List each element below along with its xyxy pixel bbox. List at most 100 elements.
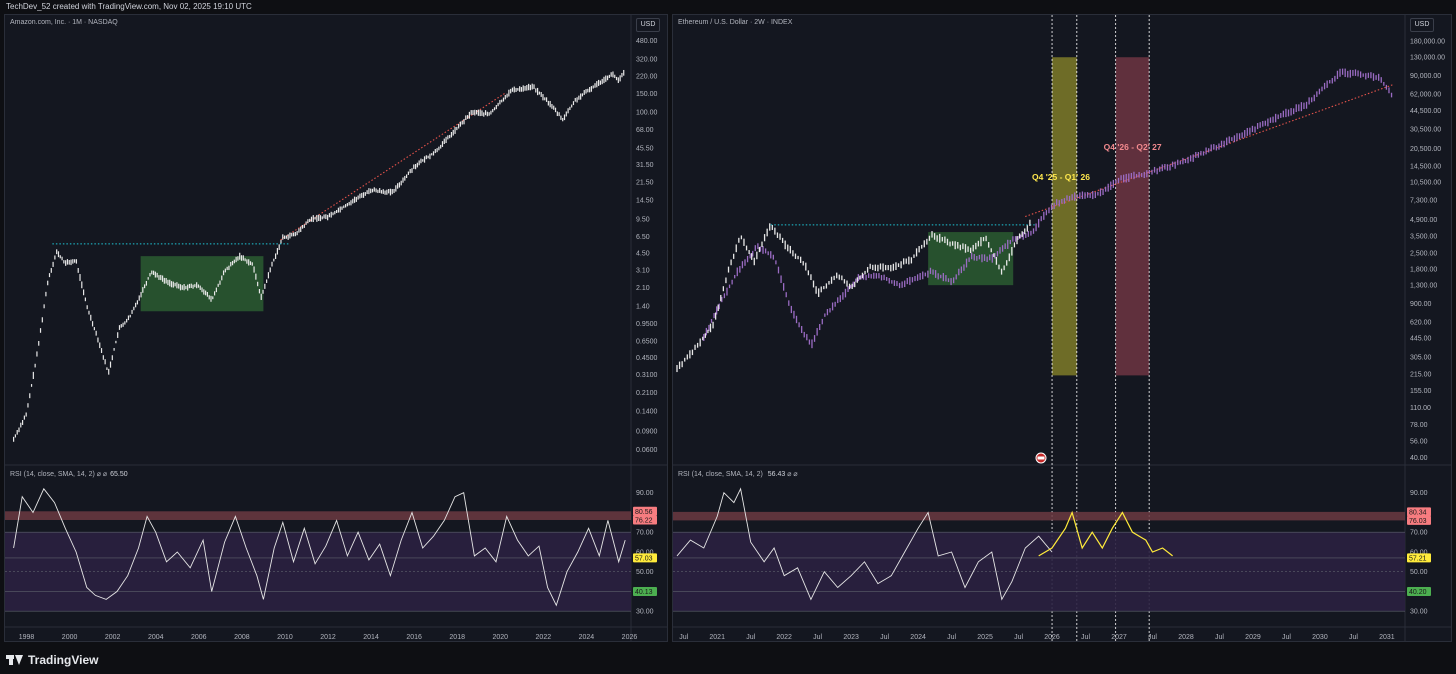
time-tick-label: Jul bbox=[1081, 634, 1090, 641]
ethereum-rsi-value: 56.43 bbox=[767, 471, 786, 478]
ethereum-chart-canvas[interactable]: 180,000.00 130,000.00 90,000.00 62,000.00 44… bbox=[673, 15, 1452, 642]
rsi-value-badge-text: 40.13 bbox=[635, 589, 653, 596]
rsi-tick-label: 30.00 bbox=[1410, 609, 1428, 616]
time-tick-label: 2024 bbox=[579, 634, 595, 641]
time-tick-label: Jul bbox=[1282, 634, 1291, 641]
chart-credit: TechDev_52 created with TradingView.com,… bbox=[6, 2, 252, 11]
rsi-tick-label: 50.00 bbox=[636, 569, 654, 576]
time-zone-box bbox=[1115, 57, 1150, 376]
zone-label: Q4 '25 - Q1' 26 bbox=[1032, 172, 1090, 182]
price-tick-label: 4,900.00 bbox=[1410, 217, 1437, 224]
rsi-tick-label: 60.00 bbox=[1410, 549, 1428, 556]
time-tick-label: 2023 bbox=[843, 634, 859, 641]
log-trendline bbox=[280, 93, 505, 241]
time-tick-label: Jul bbox=[947, 634, 956, 641]
ethereum-chart-panel[interactable]: 180,000.00 130,000.00 90,000.00 62,000.00 44… bbox=[672, 14, 1452, 642]
price-tick-label: 110.00 bbox=[1410, 405, 1431, 412]
rsi-value-badge-text: 76.03 bbox=[1409, 518, 1427, 525]
ethereum-chart-title: Ethereum / U.S. Dollar · 2W · INDEX bbox=[678, 19, 793, 26]
price-tick-label: 0.0900 bbox=[636, 428, 658, 435]
time-tick-label: Jul bbox=[1014, 634, 1023, 641]
price-tick-label: 150.00 bbox=[636, 91, 658, 98]
rsi-value-badge bbox=[633, 506, 657, 516]
rsi-value-badge bbox=[1407, 515, 1431, 525]
rsi-value-badge bbox=[633, 553, 657, 563]
price-tick-label: 20,500.00 bbox=[1410, 146, 1441, 153]
price-tick-label: 0.0600 bbox=[636, 447, 658, 454]
time-zone-box bbox=[1052, 57, 1077, 376]
price-tick-label: 900.00 bbox=[1410, 301, 1432, 308]
price-tick-label: 130,000.00 bbox=[1410, 55, 1445, 62]
price-tick-label: 4.50 bbox=[636, 251, 650, 258]
rsi-overbought-band bbox=[673, 511, 1405, 521]
rsi-tick-label: 60.00 bbox=[636, 549, 654, 556]
amazon-currency-button[interactable]: USD bbox=[636, 18, 660, 32]
tradingview-brand-label: TradingView bbox=[28, 653, 99, 667]
rsi-tick-label: 90.00 bbox=[1410, 490, 1428, 497]
amazon-chart-panel[interactable]: 480.00 320.00 220.00 150.00 100.00 68.00 45.50… bbox=[4, 14, 668, 642]
time-tick-label: 2008 bbox=[234, 634, 250, 641]
rsi-tick-label: 30.00 bbox=[636, 609, 654, 616]
time-tick-label: 2026 bbox=[1044, 634, 1060, 641]
price-tick-label: 30,500.00 bbox=[1410, 126, 1441, 133]
ethereum-currency-button[interactable]: USD bbox=[1410, 18, 1434, 32]
price-tick-label: 220.00 bbox=[636, 74, 658, 81]
tradingview-brand[interactable]: TradingView bbox=[6, 651, 98, 669]
time-tick-label: Jul bbox=[813, 634, 822, 641]
rsi-line bbox=[13, 487, 626, 607]
amazon-chart-title: Amazon.com, Inc. · 1M · NASDAQ bbox=[10, 19, 118, 26]
amazon-chart-canvas[interactable]: 480.00 320.00 220.00 150.00 100.00 68.00 45.50… bbox=[5, 15, 668, 642]
time-tick-label: 2016 bbox=[406, 634, 422, 641]
time-tick-label: 2027 bbox=[1111, 634, 1127, 641]
price-tick-label: 100.00 bbox=[636, 109, 658, 116]
time-tick-label: 2002 bbox=[105, 634, 121, 641]
price-tick-label: 56.00 bbox=[1410, 438, 1428, 445]
ethereum-rsi-legend: RSI (14, close, SMA, 14, 2) 56.43 ⌀ ⌀ bbox=[678, 471, 798, 478]
time-tick-label: 2031 bbox=[1379, 634, 1395, 641]
price-tick-label: 180,000.00 bbox=[1410, 39, 1445, 46]
rsi-value-badge-text: 80.56 bbox=[635, 509, 653, 516]
price-tick-label: 68.00 bbox=[636, 127, 654, 134]
price-tick-label: 40.00 bbox=[1410, 455, 1428, 462]
price-tick-label: 0.3100 bbox=[636, 372, 658, 379]
price-tick-label: 620.00 bbox=[1410, 319, 1432, 326]
price-tick-label: 21.50 bbox=[636, 179, 654, 186]
price-tick-label: 62,000.00 bbox=[1410, 91, 1441, 98]
tradingview-logo-icon bbox=[6, 655, 23, 665]
price-tick-label: 0.6500 bbox=[636, 339, 658, 346]
price-tick-label: 0.2100 bbox=[636, 390, 658, 397]
time-tick-label: 2020 bbox=[492, 634, 508, 641]
time-tick-label: 2012 bbox=[320, 634, 336, 641]
price-tick-label: 320.00 bbox=[636, 57, 658, 64]
amazon-rsi-legend: RSI (14, close, SMA, 14, 2) ⌀ ⌀ 65.50 bbox=[10, 471, 128, 478]
price-tick-label: 10,500.00 bbox=[1410, 179, 1441, 186]
time-tick-label: 2025 bbox=[977, 634, 993, 641]
rsi-value-badge-text: 80.34 bbox=[1409, 509, 1427, 516]
price-tick-label: 3.10 bbox=[636, 267, 650, 274]
rsi-tick-label: 70.00 bbox=[636, 530, 654, 537]
time-tick-label: 2004 bbox=[148, 634, 164, 641]
accumulation-range-box bbox=[140, 256, 264, 312]
price-tick-label: 44,500.00 bbox=[1410, 108, 1441, 115]
price-tick-label: 31.50 bbox=[636, 162, 654, 169]
rsi-value-badge bbox=[1407, 586, 1431, 596]
rsi-overbought-band bbox=[5, 511, 631, 520]
price-tick-label: 14.50 bbox=[636, 197, 654, 204]
price-tick-label: 14,500.00 bbox=[1410, 163, 1441, 170]
time-tick-label: 2022 bbox=[776, 634, 792, 641]
time-tick-label: 2029 bbox=[1245, 634, 1261, 641]
time-tick-label: Jul bbox=[679, 634, 688, 641]
rsi-value-badge bbox=[1407, 553, 1431, 563]
price-tick-label: 155.00 bbox=[1410, 388, 1432, 395]
time-tick-label: 2000 bbox=[62, 634, 78, 641]
rsi-projection-line bbox=[1038, 510, 1173, 557]
time-tick-label: Jul bbox=[1215, 634, 1224, 641]
price-tick-label: 7,300.00 bbox=[1410, 197, 1437, 204]
price-tick-label: 9.50 bbox=[636, 217, 650, 224]
price-tick-label: 480.00 bbox=[636, 38, 658, 45]
time-tick-label: 2006 bbox=[191, 634, 207, 641]
time-tick-label: Jul bbox=[746, 634, 755, 641]
price-tick-label: 2.10 bbox=[636, 285, 650, 292]
amazon-rsi-value: 65.50 bbox=[110, 471, 128, 478]
price-tick-label: 3,500.00 bbox=[1410, 234, 1437, 241]
